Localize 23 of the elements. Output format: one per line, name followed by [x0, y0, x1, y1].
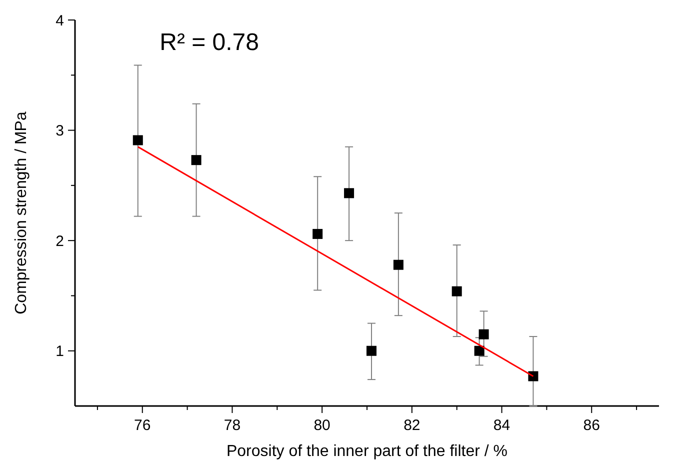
point: [393, 260, 404, 270]
point: [132, 135, 143, 146]
y-tick-label: 1: [56, 343, 64, 360]
x-tick-label: 82: [404, 417, 420, 434]
annotation: R² = 0.78: [160, 29, 260, 56]
y-tick-label: 3: [56, 122, 64, 140]
y-axis-title: Compression strength / MPa: [13, 112, 30, 314]
point: [528, 371, 538, 382]
x-axis-title: Porosity of the inner part of the filter / %: [226, 443, 508, 460]
point: [474, 346, 484, 356]
x-tick-label: 86: [583, 417, 600, 434]
x-tick-label: 80: [314, 417, 330, 434]
point: [344, 188, 354, 198]
x-tick-label: 84: [493, 417, 510, 434]
y-tick-label: 4: [56, 12, 64, 30]
x-tick-label: 76: [134, 417, 151, 434]
point: [478, 329, 489, 340]
point: [191, 155, 202, 166]
point: [366, 346, 376, 356]
y-tick-label: 2: [56, 232, 64, 250]
point: [452, 286, 462, 296]
x-tick-label: 78: [224, 417, 241, 434]
point: [312, 228, 323, 239]
